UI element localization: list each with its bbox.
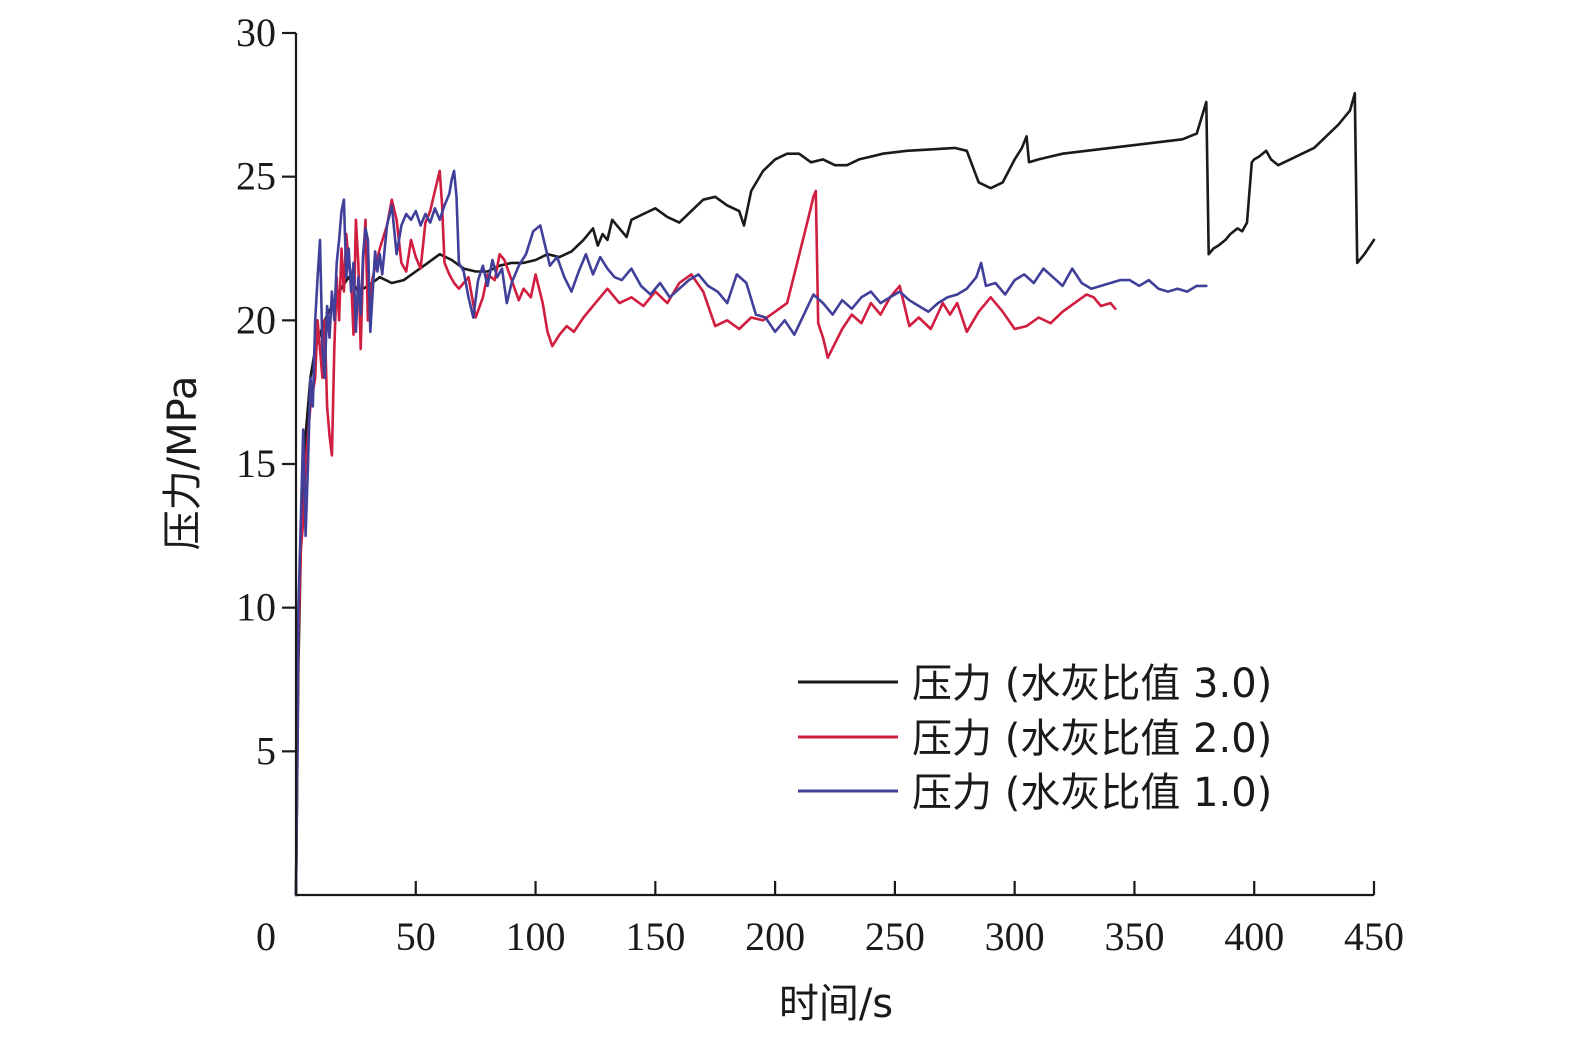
y-axis-title: 压力/MPa: [160, 376, 206, 551]
x-tick-label: 400: [1224, 914, 1284, 959]
x-tick-label: 250: [865, 914, 925, 959]
y-tick-label: 30: [236, 10, 276, 55]
x-tick-label: 200: [745, 914, 805, 959]
y-tick-label: 15: [236, 441, 276, 486]
x-tick-label: 300: [985, 914, 1045, 959]
legend-label: 压力 (水灰比值 1.0): [912, 770, 1272, 816]
y-ticks: 5 10 15 20 25 30: [236, 10, 296, 773]
x-ticks: 0 50 100 150 200 250 300 350 400 450: [256, 881, 1404, 959]
y-tick-label: 25: [236, 154, 276, 199]
y-tick-label: 5: [256, 728, 276, 773]
y-tick-label: 20: [236, 297, 276, 342]
x-axis-title: 时间/s: [779, 981, 893, 1027]
x-tick-label: 450: [1344, 914, 1404, 959]
legend: 压力 (水灰比值 3.0) 压力 (水灰比值 2.0) 压力 (水灰比值 1.0): [798, 661, 1272, 816]
x-tick-label: 150: [625, 914, 685, 959]
legend-label: 压力 (水灰比值 2.0): [912, 716, 1272, 762]
x-tick-label: 0: [256, 914, 276, 959]
x-tick-label: 350: [1104, 914, 1164, 959]
legend-label: 压力 (水灰比值 3.0): [912, 661, 1272, 707]
series-line-3: [294, 169, 1208, 897]
x-tick-label: 100: [506, 914, 566, 959]
x-tick-label: 50: [396, 914, 436, 959]
series-line-2: [294, 169, 1117, 897]
series-layer: [294, 92, 1376, 897]
y-tick-label: 10: [236, 585, 276, 630]
